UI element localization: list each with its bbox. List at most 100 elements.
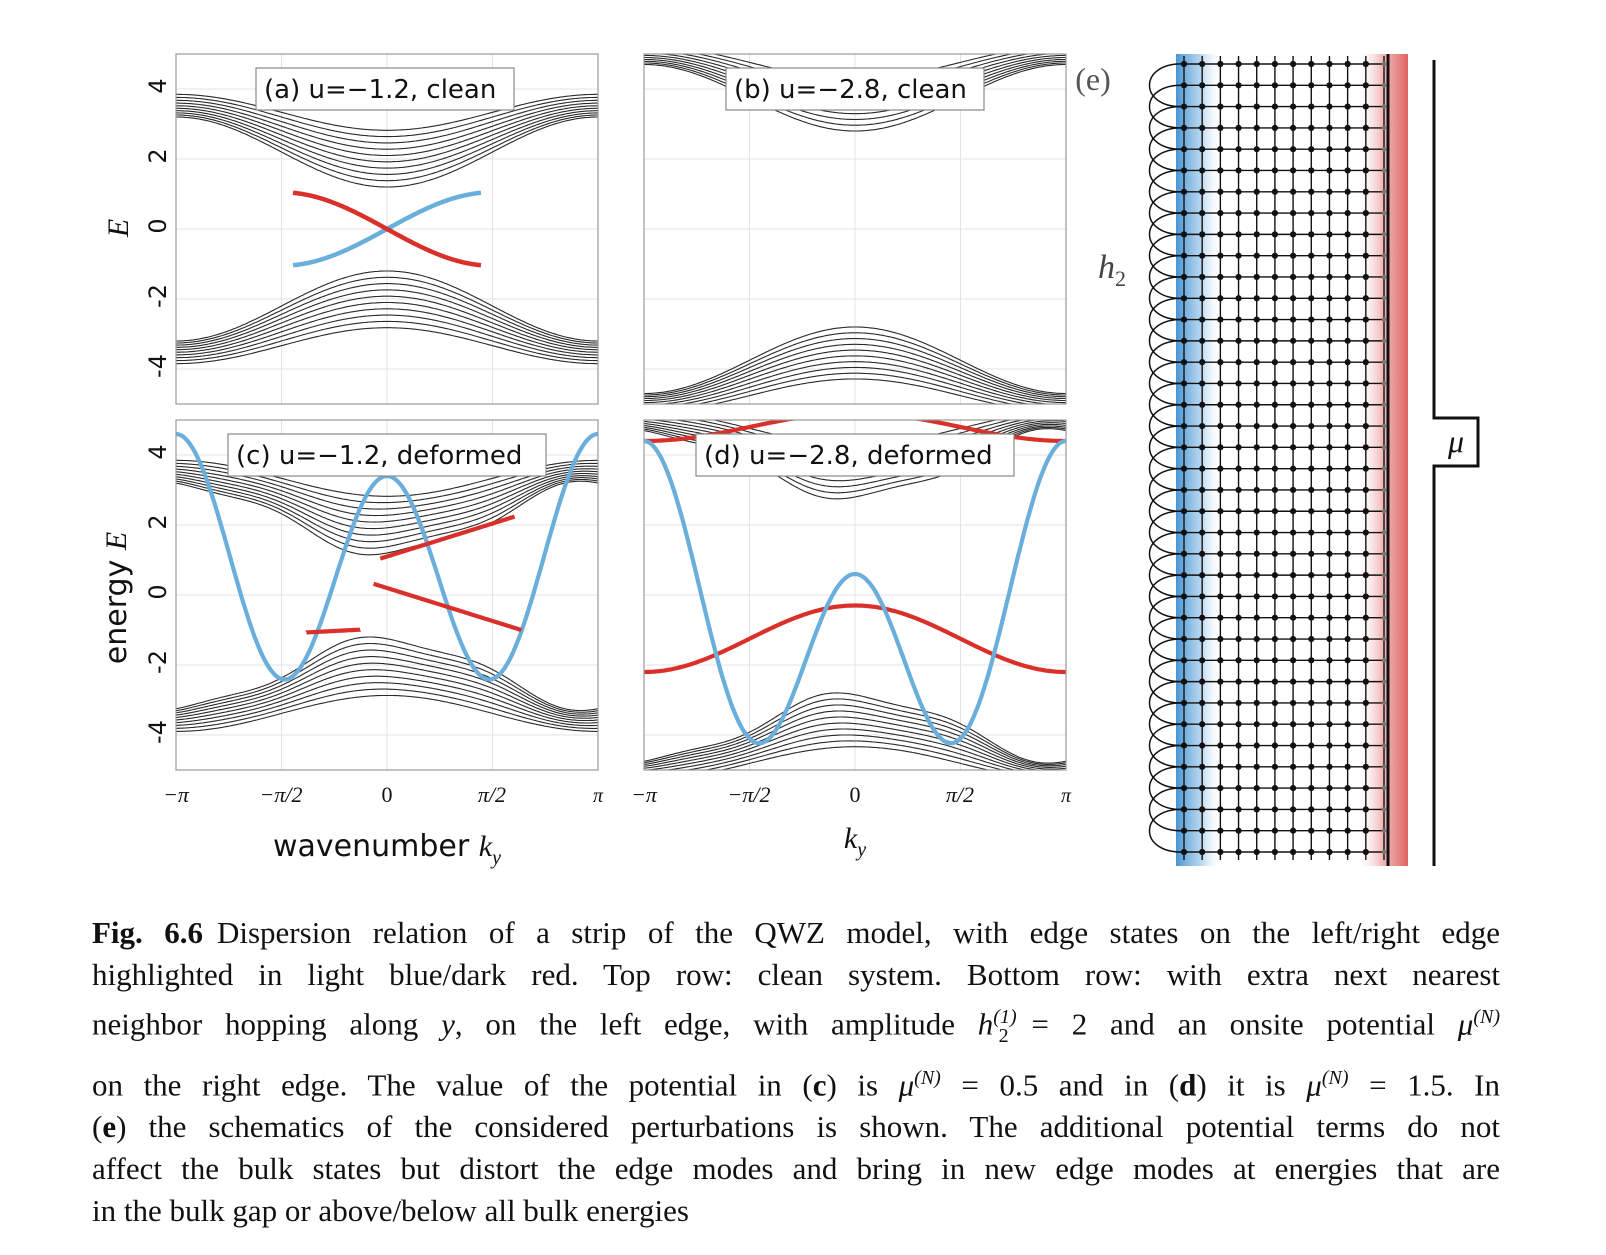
lattice-site	[1217, 103, 1224, 110]
lattice-site	[1326, 231, 1333, 238]
lattice-site	[1289, 316, 1297, 323]
lattice-site	[1326, 572, 1333, 579]
bulk-band-line	[176, 107, 598, 163]
lattice-site	[1326, 508, 1333, 515]
caption-text: neighbor hopping along	[92, 1006, 442, 1042]
lattice-site	[1344, 529, 1351, 536]
lattice-site	[1235, 678, 1242, 685]
lattice-site	[1217, 699, 1224, 707]
caption-line: neighbor hopping along y, on the left ed…	[92, 996, 1500, 1057]
lattice-site	[1308, 763, 1315, 770]
lattice-site	[1362, 848, 1369, 856]
lattice-site	[1344, 316, 1351, 323]
bulk-band-line	[176, 116, 598, 188]
y-tick-label: -4	[144, 720, 172, 744]
bulk-band-line	[644, 722, 1066, 770]
lattice-site	[1217, 124, 1224, 131]
lattice-site	[1271, 444, 1279, 451]
lattice-site	[1235, 785, 1242, 792]
lattice-site	[1344, 806, 1351, 813]
lattice-site	[1289, 848, 1297, 856]
lattice-site	[1326, 721, 1333, 728]
lattice-site	[1289, 167, 1297, 174]
x-tick-label: 0	[850, 782, 861, 807]
lattice-site	[1289, 401, 1297, 408]
caption-text: (N)	[1473, 1006, 1500, 1028]
lattice-site	[1344, 699, 1351, 707]
bulk-band-line	[176, 675, 598, 724]
lattice-site	[1253, 508, 1260, 515]
lattice-site	[1235, 635, 1242, 643]
lattice-site	[1271, 465, 1279, 472]
bulk-band-line	[176, 480, 598, 556]
bulk-band-line	[644, 332, 1066, 396]
lattice-site	[1253, 486, 1260, 494]
bulk-band-line	[176, 102, 598, 150]
lattice-site	[1253, 550, 1260, 557]
lattice-site	[1381, 295, 1387, 301]
panel-d-title: (d) u=−2.8, deformed	[704, 441, 993, 471]
lattice-site	[1344, 657, 1351, 664]
lattice-site	[1326, 785, 1333, 792]
lattice-site	[1344, 401, 1351, 408]
lattice-site	[1308, 827, 1315, 834]
h2-hopping-loop	[1148, 63, 1185, 108]
lattice-site	[1344, 359, 1351, 366]
lattice-site	[1271, 359, 1279, 366]
lattice-site	[1326, 444, 1333, 451]
lattice-site	[1381, 679, 1387, 684]
panel-c-bulk-bands	[176, 459, 598, 732]
lattice-site	[1235, 593, 1242, 600]
lattice-site	[1289, 763, 1297, 770]
panel-b: (b) u=−2.8, clean	[643, 53, 1067, 405]
lattice-site	[1308, 444, 1315, 451]
lattice-site	[1235, 763, 1242, 770]
lattice-site	[1235, 359, 1242, 366]
lattice-site	[1217, 550, 1224, 557]
lattice-site	[1381, 530, 1387, 535]
lattice-site	[1289, 337, 1297, 344]
lattice-site	[1326, 657, 1333, 664]
lattice-site	[1253, 252, 1260, 259]
lattice-site	[1308, 252, 1315, 259]
bulk-band-line	[176, 468, 598, 517]
caption-text: d	[1179, 1066, 1197, 1102]
bulk-band-line	[176, 649, 598, 715]
caption-line: in the bulk gap or above/below all bulk …	[92, 1190, 1500, 1232]
lattice-site	[1362, 444, 1369, 451]
lattice-site	[1381, 189, 1387, 195]
lattice-site	[1199, 763, 1206, 770]
bulk-band-line	[644, 62, 1066, 126]
lattice-site	[1289, 209, 1297, 217]
lattice-site	[1289, 486, 1297, 494]
panel-a-frame	[175, 53, 599, 405]
lattice-site	[1271, 252, 1279, 259]
bulk-band-line	[176, 114, 598, 182]
right-edge-state-line	[379, 514, 516, 561]
panel-b-frame	[643, 53, 1067, 405]
bulk-band-line	[176, 327, 598, 365]
lattice-site	[1289, 699, 1297, 707]
panel-d-title-box: (d) u=−2.8, deformed	[695, 433, 1015, 477]
lattice-site	[1271, 635, 1279, 643]
lattice-site	[1362, 550, 1369, 557]
y-tick-label: -2	[144, 284, 172, 308]
lattice-site	[1253, 572, 1260, 579]
bulk-band-line	[644, 698, 1066, 765]
caption-text: ) the schematics of the considered pertu…	[116, 1108, 1500, 1144]
panel-c-title-box: (c) u=−1.2, deformed	[227, 433, 547, 477]
h2-hopping-loop	[1148, 744, 1185, 789]
lattice-site	[1253, 82, 1260, 89]
lattice-site	[1362, 572, 1369, 579]
x-tick-label: π	[593, 785, 604, 807]
lattice-site	[1199, 678, 1206, 685]
lattice-site	[1199, 550, 1206, 557]
x-tick-label: 0	[382, 782, 393, 807]
lattice-site	[1308, 529, 1315, 536]
lattice-site	[1253, 806, 1260, 813]
lattice-site	[1344, 124, 1351, 131]
lattice-site	[1362, 103, 1369, 110]
lattice-site	[1217, 593, 1224, 600]
lattice-site	[1235, 82, 1242, 89]
lattice-site	[1271, 550, 1279, 557]
